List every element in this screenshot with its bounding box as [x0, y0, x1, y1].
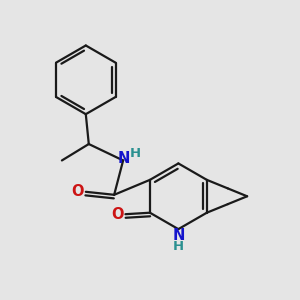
Text: N: N [118, 151, 130, 166]
Text: O: O [71, 184, 84, 199]
Text: H: H [173, 240, 184, 253]
Text: O: O [111, 207, 123, 222]
Text: H: H [130, 147, 141, 161]
Text: N: N [172, 228, 184, 243]
